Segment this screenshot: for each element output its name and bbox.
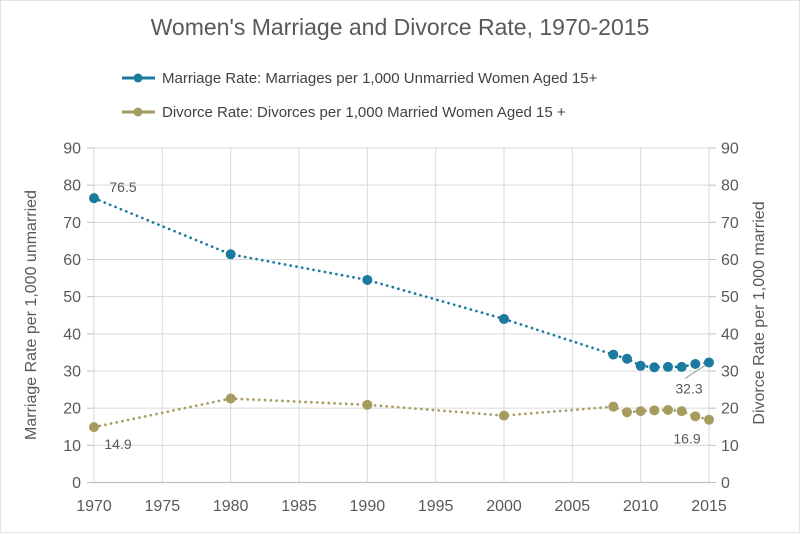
marriage-data-point [225,249,236,260]
marriage-data-point [690,358,701,369]
legend-item-marriage: Marriage Rate: Marriages per 1,000 Unmar… [120,67,597,89]
legend: Marriage Rate: Marriages per 1,000 Unmar… [120,67,597,123]
marriage-data-point [649,362,660,373]
divorce-data-point [499,410,509,421]
divorce-data-point [622,407,632,418]
divorce-series-line [92,397,711,429]
marriage-data-point [663,361,673,372]
legend-item-divorce: Divorce Rate: Divorces per 1,000 Married… [120,101,597,123]
left-axis-tick-label: 30 [63,364,81,381]
divorce-data-point [663,405,673,416]
right-axis-tick-label: 0 [721,475,730,492]
right-axis-tick-label: 40 [721,326,739,343]
marriage-data-point [499,313,509,324]
left-axis-tick-label: 50 [63,289,81,306]
divorce-data-point [608,401,619,412]
marriage-data-point [622,353,632,364]
right-axis-tick-label: 20 [721,401,739,418]
divorce-data-point [89,422,99,433]
marriage-data-point [89,193,99,204]
x-axis-tick-label: 2015 [691,498,727,515]
marriage-data-point [362,274,373,285]
divorce-data-point [676,406,687,417]
left-axis-tick-label: 40 [63,326,81,343]
data-label: 32.3 [675,380,702,396]
right-axis-title: Divorce Rate per 1,000 married [751,201,768,424]
left-axis-tick-label: 80 [63,178,81,195]
x-axis-tick-label: 1980 [213,498,249,515]
left-axis-tick-label: 10 [63,438,81,455]
marriage-data-point [608,349,619,360]
divorce-data-point [704,414,714,425]
divorce-data-point [649,405,660,416]
left-axis-tick-label: 90 [63,141,81,158]
legend-label-marriage: Marriage Rate: Marriages per 1,000 Unmar… [162,69,598,87]
divorce-data-point [225,393,236,404]
left-axis-tick-label: 20 [63,401,81,418]
left-axis-title: Marriage Rate per 1,000 unmarried [23,190,40,440]
marriage-data-point [676,361,687,372]
x-axis-tick-label: 1990 [350,498,386,515]
x-axis-tick-label: 1975 [145,498,181,515]
marriage-series-line [92,196,711,369]
chart-title: Women's Marriage and Divorce Rate, 1970-… [150,14,650,40]
x-axis-tick-label: 1985 [281,498,317,515]
divorce-data-point [635,406,646,417]
divorce-data-point [690,411,701,422]
data-label: 14.9 [104,436,131,452]
data-label: 16.9 [673,431,700,447]
divorce-data-point [362,399,373,410]
x-axis-tick-label: 2005 [555,498,591,515]
marriage-data-point [635,360,646,371]
left-axis-tick-label: 0 [72,475,81,492]
right-axis-tick-label: 30 [721,364,739,381]
marriage-data-point [704,357,714,368]
x-axis-tick-label: 1970 [76,498,112,515]
right-axis-tick-label: 90 [721,141,739,158]
divorce-line-marker-icon [122,107,155,117]
marriage-line-marker-icon [122,73,155,83]
legend-label-divorce: Divorce Rate: Divorces per 1,000 Married… [162,103,566,121]
right-axis-tick-label: 50 [721,289,739,306]
annotation-leader-line [684,364,706,379]
right-axis-tick-label: 60 [721,252,739,269]
x-axis-tick-label: 2000 [486,498,522,515]
left-axis-tick-label: 70 [63,215,81,232]
right-axis-tick-label: 80 [721,178,739,195]
x-axis-tick-label: 1995 [418,498,454,515]
right-axis-tick-label: 70 [721,215,739,232]
data-label: 76.5 [109,179,136,195]
left-axis-tick-label: 60 [63,252,81,269]
x-axis-tick-label: 2010 [623,498,659,515]
right-axis-tick-label: 10 [721,438,739,455]
